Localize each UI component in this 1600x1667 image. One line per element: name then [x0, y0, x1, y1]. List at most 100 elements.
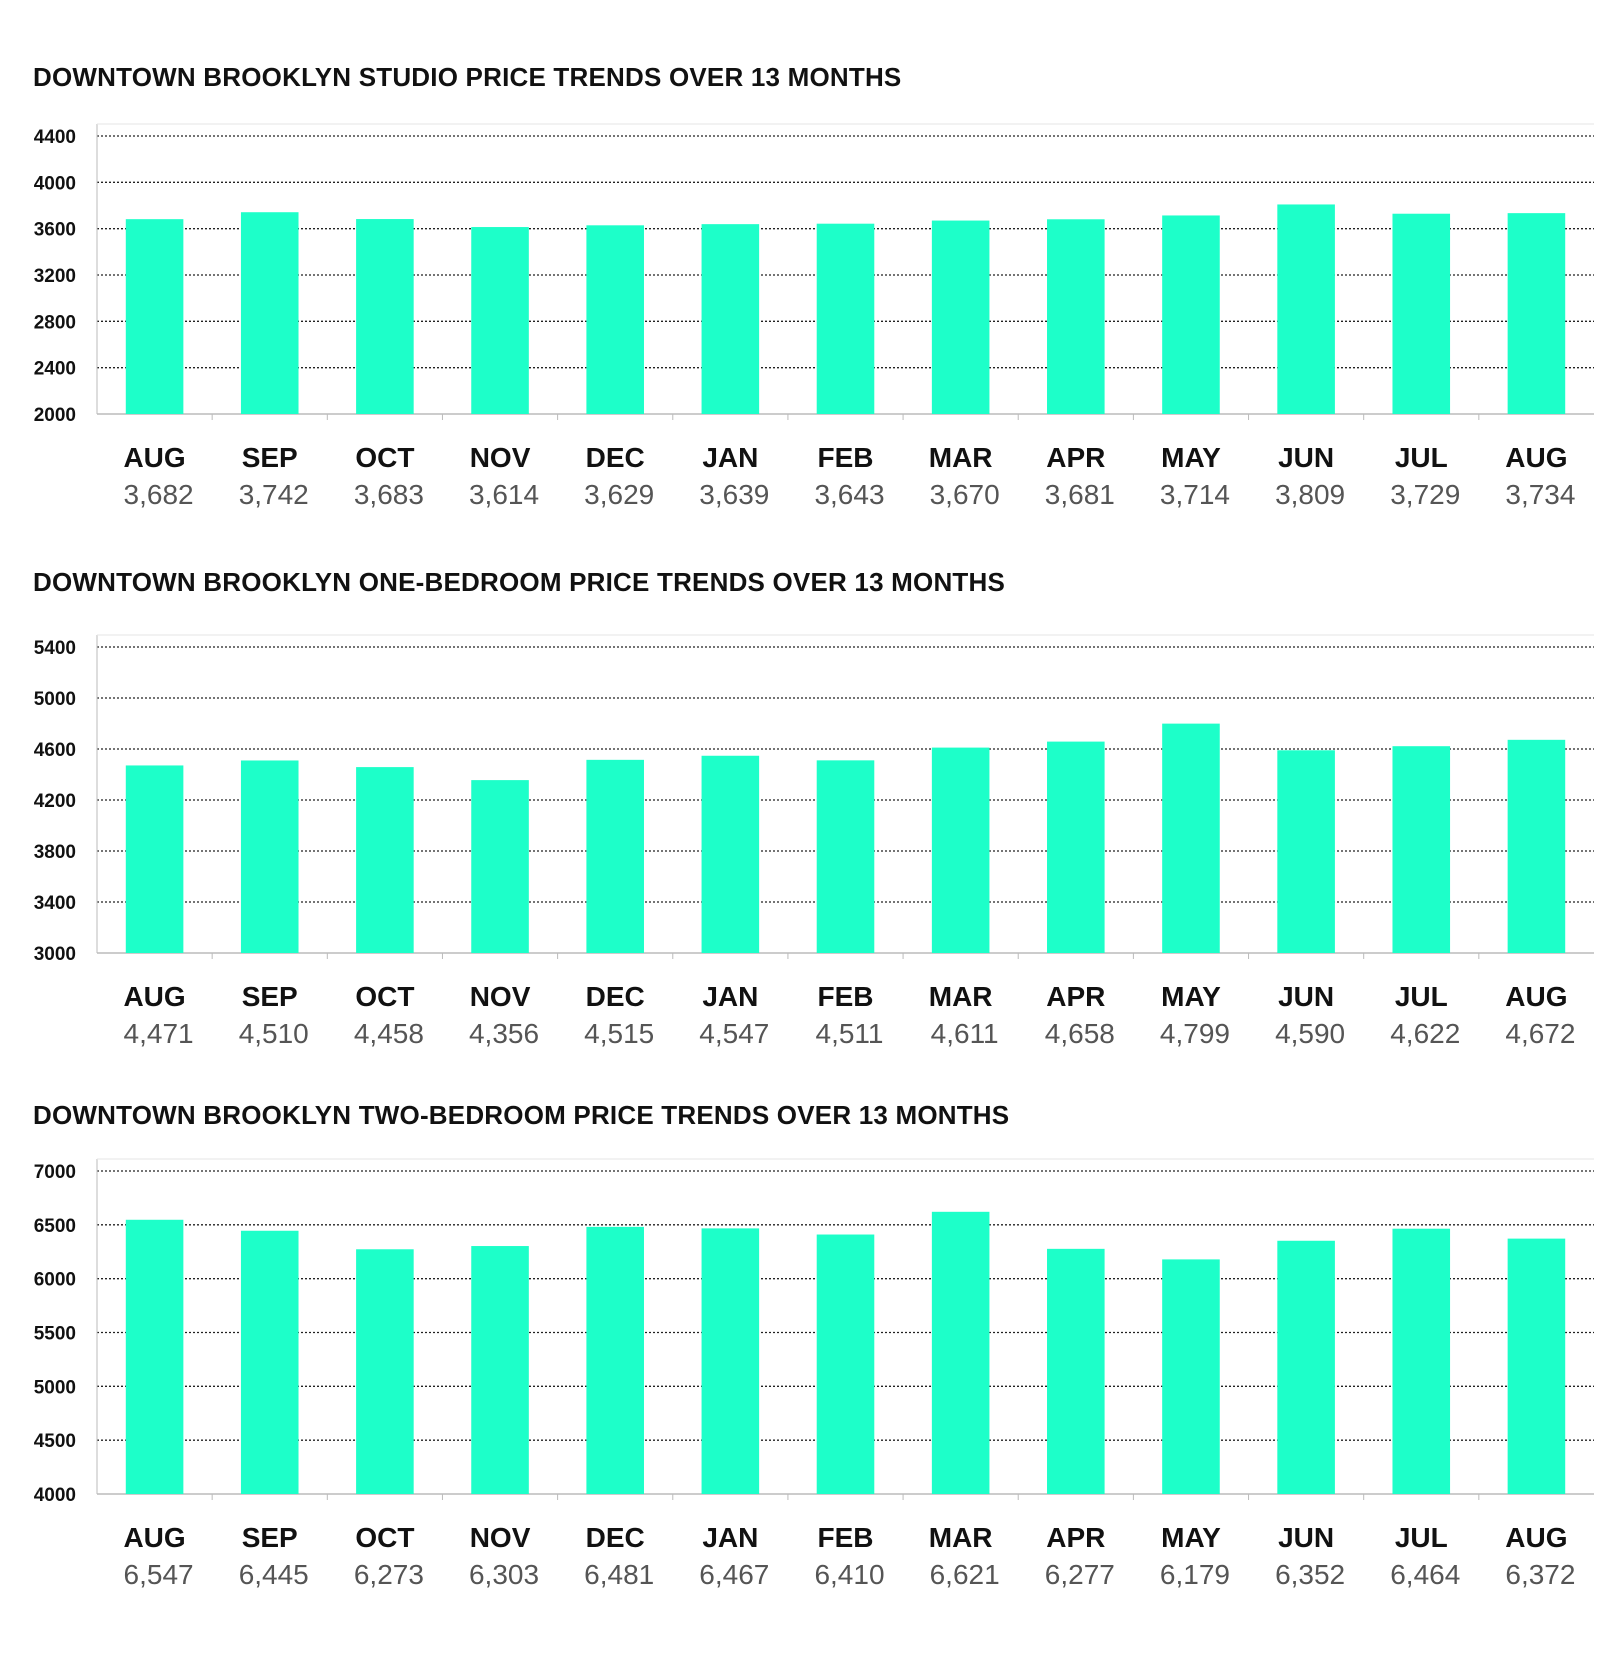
bar	[356, 219, 414, 414]
category-label: FEB	[818, 442, 874, 473]
value-label: 4,511	[816, 1018, 884, 1049]
bar	[356, 767, 414, 953]
category-label: AUG	[123, 981, 185, 1012]
value-label: 3,742	[239, 479, 309, 510]
category-label: AUG	[123, 1522, 185, 1553]
bar	[1162, 723, 1220, 953]
category-label: JUN	[1278, 442, 1334, 473]
value-label: 4,515	[584, 1018, 654, 1049]
value-label: 4,356	[469, 1018, 539, 1049]
bar	[240, 1230, 299, 1494]
value-label: 4,471	[124, 1018, 194, 1049]
bar	[931, 220, 990, 414]
bar	[1392, 1228, 1451, 1494]
bar	[125, 1219, 184, 1494]
value-label: 3,714	[1160, 479, 1230, 510]
category-label: JAN	[702, 442, 758, 473]
category-label: APR	[1046, 981, 1105, 1012]
value-label: 3,629	[584, 479, 654, 510]
value-label: 6,481	[584, 1559, 654, 1590]
value-label: 4,799	[1160, 1018, 1230, 1049]
value-label: 4,611	[931, 1018, 999, 1049]
y-tick-label: 3000	[34, 944, 76, 965]
bar	[816, 1234, 875, 1494]
value-label: 3,734	[1505, 479, 1575, 510]
value-label: 6,547	[124, 1559, 194, 1590]
value-label: 4,547	[699, 1018, 769, 1049]
category-label: AUG	[1505, 981, 1567, 1012]
value-label: 3,729	[1390, 479, 1460, 510]
value-label: 3,614	[469, 479, 539, 510]
one-bedroom-bar-chart: 3000 3400 3800 4200 4600 5000 5400 AUG 4,471 SEP 4…	[34, 634, 1594, 1049]
category-label: SEP	[242, 1522, 298, 1553]
bar	[701, 224, 760, 414]
category-label: OCT	[355, 1522, 414, 1553]
two-bedroom-bar-chart: 4000 4500 5000 5500 6000 6500 7000 AUG 6,547 SEP 6…	[34, 1158, 1594, 1590]
category-label: JUN	[1278, 1522, 1334, 1553]
bar	[931, 747, 990, 953]
y-tick-label: 7000	[34, 1162, 76, 1183]
bar	[240, 212, 299, 414]
category-label: MAR	[929, 1522, 993, 1553]
bar	[1162, 215, 1220, 414]
category-label: SEP	[242, 442, 298, 473]
y-tick-label: 6500	[34, 1216, 76, 1237]
category-label: DEC	[586, 1522, 645, 1553]
y-tick-label: 2000	[34, 405, 76, 426]
bar	[356, 1249, 414, 1494]
value-label: 4,672	[1505, 1018, 1575, 1049]
category-label: NOV	[470, 1522, 531, 1553]
bar	[1507, 739, 1566, 953]
bar	[1392, 213, 1451, 414]
category-label: MAY	[1161, 1522, 1221, 1553]
bar	[1047, 219, 1105, 414]
bar	[816, 223, 875, 414]
bar	[1047, 1248, 1105, 1494]
y-tick-label: 4400	[34, 127, 76, 148]
value-label: 6,445	[239, 1559, 309, 1590]
bar	[1277, 204, 1335, 414]
category-label: NOV	[470, 981, 531, 1012]
bar	[701, 1228, 760, 1494]
category-label: JUL	[1395, 1522, 1448, 1553]
value-label: 6,179	[1160, 1559, 1230, 1590]
category-label: APR	[1046, 442, 1105, 473]
value-label: 6,273	[354, 1559, 424, 1590]
bar	[586, 225, 644, 414]
one-bedroom-price-chart: DOWNTOWN BROOKLYN ONE-BEDROOM PRICE TREN…	[0, 567, 1600, 1067]
bar	[816, 760, 875, 953]
category-label: MAR	[929, 442, 993, 473]
bar	[1162, 1259, 1220, 1494]
chart-title: DOWNTOWN BROOKLYN ONE-BEDROOM PRICE TREN…	[33, 567, 1006, 597]
chart-title: DOWNTOWN BROOKLYN TWO-BEDROOM PRICE TREN…	[33, 1100, 1010, 1130]
category-label: MAR	[929, 981, 993, 1012]
bar	[1507, 213, 1566, 414]
category-label: AUG	[123, 442, 185, 473]
value-label: 4,510	[239, 1018, 309, 1049]
y-tick-label: 3800	[34, 842, 76, 863]
bar	[701, 755, 760, 953]
category-label: APR	[1046, 1522, 1105, 1553]
category-label: JAN	[702, 1522, 758, 1553]
value-label: 6,277	[1045, 1559, 1115, 1590]
category-label: FEB	[818, 981, 874, 1012]
two-bedroom-price-chart: DOWNTOWN BROOKLYN TWO-BEDROOM PRICE TREN…	[0, 1100, 1600, 1600]
y-tick-label: 2800	[34, 312, 76, 333]
y-tick-label: 3200	[34, 266, 76, 287]
category-label: JUL	[1395, 442, 1448, 473]
y-tick-label: 3400	[34, 893, 76, 914]
value-label: 6,303	[469, 1559, 539, 1590]
bar	[1392, 746, 1451, 953]
category-label: DEC	[586, 981, 645, 1012]
value-label: 3,639	[699, 479, 769, 510]
y-tick-label: 4600	[34, 740, 76, 761]
bar	[1507, 1238, 1566, 1494]
category-label: DEC	[586, 442, 645, 473]
value-label: 4,622	[1390, 1018, 1460, 1049]
bar	[1277, 1240, 1335, 1494]
category-label: OCT	[355, 981, 414, 1012]
bar	[931, 1211, 990, 1494]
y-tick-label: 4200	[34, 791, 76, 812]
bar	[586, 759, 644, 953]
category-label: MAY	[1161, 981, 1221, 1012]
